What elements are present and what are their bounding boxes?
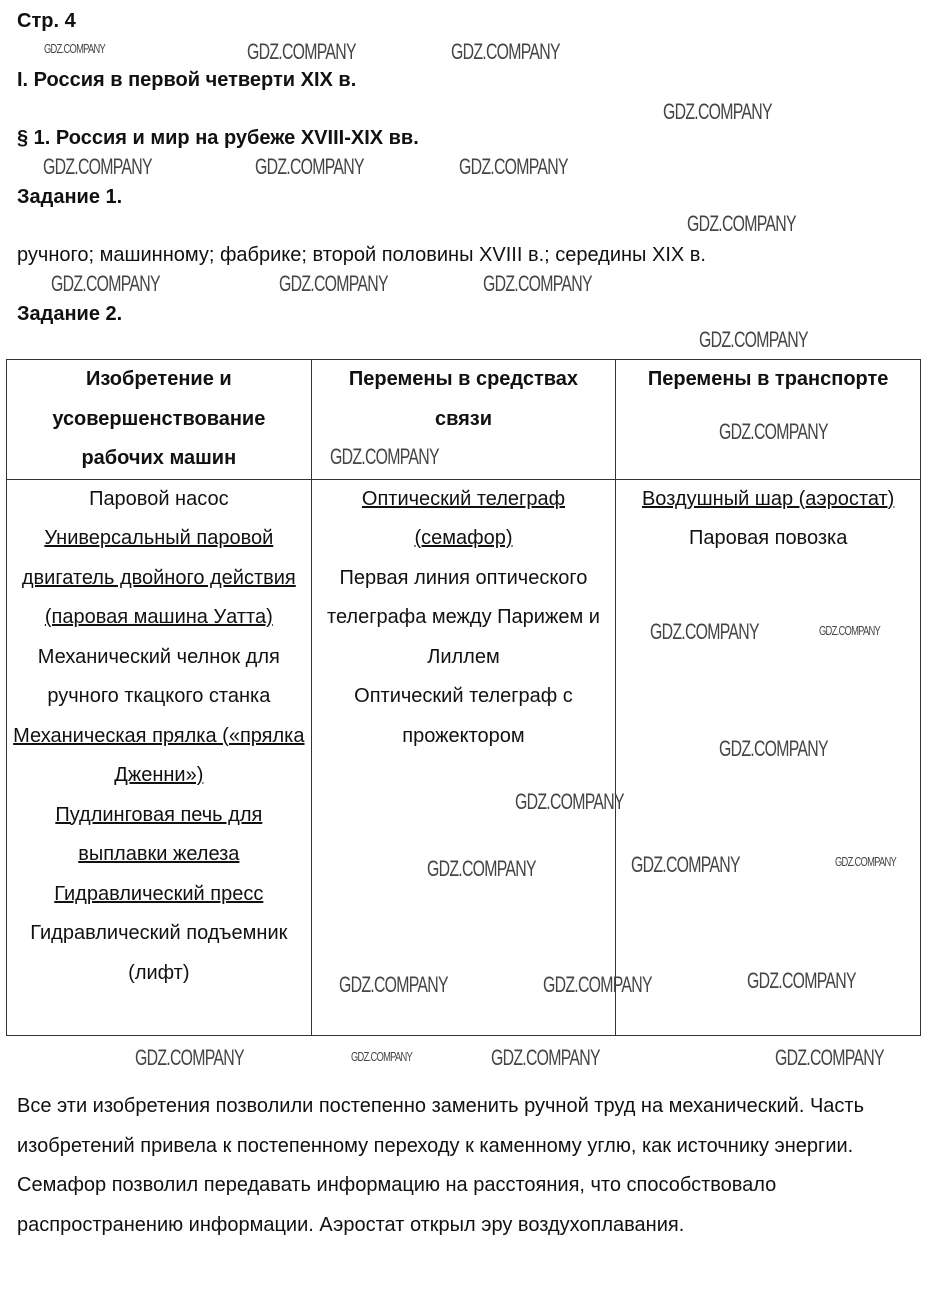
watermark-logo: GDZ.COMPANY <box>43 154 153 179</box>
list-item: Паровой насос <box>89 487 229 510</box>
watermark-logo: GDZ.COMPANY <box>819 623 881 638</box>
column-transport: Воздушный шар (аэростат) Паровая повозка <box>615 478 921 1036</box>
inventions-table: Изобретение и усовершенствование рабочих… <box>6 359 921 1036</box>
watermark-logo: GDZ.COMPANY <box>663 99 773 124</box>
watermark-logo: GDZ.COMPANY <box>247 39 357 64</box>
watermark-logo: GDZ.COMPANY <box>330 444 440 469</box>
list-item: Оптический телеграф (семафор) <box>361 487 566 550</box>
watermark-logo: GDZ.COMPANY <box>483 271 593 296</box>
column-machines: Паровой насос Универсальный паровой двига… <box>6 478 312 1036</box>
watermark-logo: GDZ.COMPANY <box>515 789 625 814</box>
list-item: Гидравлический пресс <box>54 882 264 905</box>
watermark-logo: GDZ.COMPANY <box>491 1045 601 1070</box>
list-item: Первая линия оптического телеграфа между… <box>327 566 600 668</box>
table-header-row: Изобретение и усовершенствование рабочих… <box>6 359 921 480</box>
watermark-logo: GDZ.COMPANY <box>339 972 449 997</box>
page-label: Стр. 4 <box>17 10 76 32</box>
watermark-logo: GDZ.COMPANY <box>543 972 653 997</box>
list-item: Универсальный паровой двигатель двойного… <box>21 527 296 628</box>
conclusion-text: Все эти изобретения позволили постепенно… <box>17 1095 864 1236</box>
watermark-logo: GDZ.COMPANY <box>631 852 741 877</box>
watermark-logo: GDZ.COMPANY <box>427 856 537 881</box>
header-communication: Перемены в средствах связи <box>310 359 617 480</box>
watermark-logo: GDZ.COMPANY <box>279 271 389 296</box>
watermark-logo: GDZ.COMPANY <box>135 1045 245 1070</box>
watermark-logo: GDZ.COMPANY <box>747 968 857 993</box>
watermark-logo: GDZ.COMPANY <box>459 154 569 179</box>
watermark-logo: GDZ.COMPANY <box>351 1049 413 1064</box>
watermark-logo: GDZ.COMPANY <box>775 1045 885 1070</box>
task1-title: Задание 1. <box>17 186 123 208</box>
column-communication: Оптический телеграф (семафор) Первая лини… <box>310 478 617 1036</box>
watermark-logo: GDZ.COMPANY <box>51 271 161 296</box>
header-machines: Изобретение и усовершенствование рабочих… <box>6 359 312 480</box>
list-item: Оптический телеграф с прожектором <box>354 685 573 747</box>
task1-answer: ручного; машинному; фабрике; второй поло… <box>17 244 706 266</box>
section-title: § 1. Россия и мир на рубеже XVIII-XIX вв… <box>17 127 419 149</box>
list-item: Гидравлический подъемник (лифт) <box>30 922 288 984</box>
header-transport: Перемены в транспорте <box>615 359 921 480</box>
chapter-title: I. Россия в первой четверти XIX в. <box>17 69 357 91</box>
list-item: Пудлинговая печь для выплавки железа <box>55 803 263 866</box>
watermark-logo: GDZ.COMPANY <box>44 41 106 56</box>
watermark-logo: GDZ.COMPANY <box>687 211 797 236</box>
watermark-logo: GDZ.COMPANY <box>650 619 760 644</box>
watermark-logo: GDZ.COMPANY <box>699 327 809 352</box>
watermark-logo: GDZ.COMPANY <box>719 736 829 761</box>
watermark-logo: GDZ.COMPANY <box>255 154 365 179</box>
list-item: Механическая прялка («прялка Дженни») <box>13 724 305 787</box>
watermark-logo: GDZ.COMPANY <box>835 854 897 869</box>
task2-title: Задание 2. <box>17 303 123 325</box>
table-row: Паровой насос Универсальный паровой двига… <box>6 478 921 1036</box>
list-item: Механический челнок для ручного ткацкого… <box>37 645 280 708</box>
watermark-logo: GDZ.COMPANY <box>451 39 561 64</box>
list-item: Паровая повозка <box>688 527 848 549</box>
list-item: Воздушный шар (аэростат) <box>641 487 895 510</box>
watermark-logo: GDZ.COMPANY <box>719 419 829 444</box>
